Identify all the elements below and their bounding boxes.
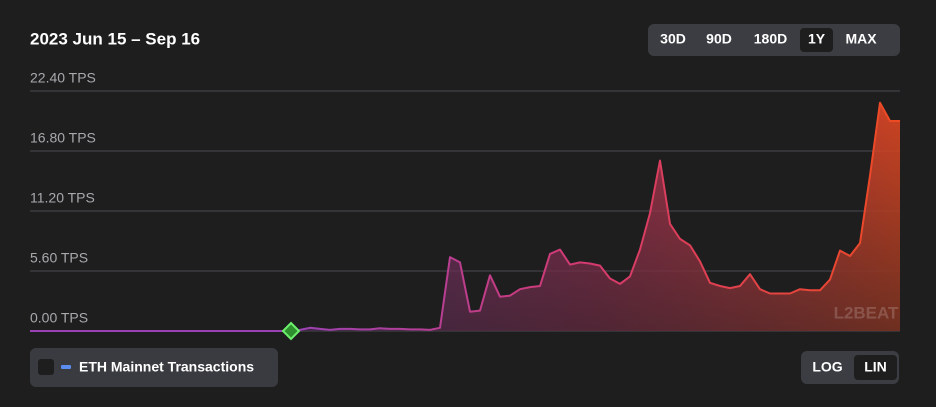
range-button[interactable]: 1Y [808, 31, 826, 47]
y-tick-label: 16.80 TPS [30, 130, 96, 146]
legend [30, 348, 278, 387]
scale-button[interactable]: LIN [864, 359, 887, 375]
range-button[interactable]: 180D [754, 31, 787, 47]
range-active-bg [800, 28, 833, 52]
range-button[interactable]: 90D [706, 31, 732, 47]
range-selector [648, 24, 900, 56]
watermark: L2BEAT [834, 303, 899, 322]
chart-title: 2023 Jun 15 – Sep 16 [30, 29, 200, 48]
y-tick-label: 5.60 TPS [30, 250, 88, 266]
scale-active-bg [854, 355, 897, 380]
legend-checkbox[interactable] [38, 359, 54, 375]
range-button[interactable]: 30D [660, 31, 686, 47]
y-tick-label: 11.20 TPS [30, 190, 95, 206]
scale-button[interactable]: LOG [812, 359, 842, 375]
range-button[interactable]: MAX [845, 31, 877, 47]
series-line [30, 101, 900, 332]
milestone-marker [281, 321, 301, 341]
y-tick-label: 22.40 TPS [30, 70, 96, 86]
legend-swatch [61, 365, 71, 369]
y-tick-label: 0.00 TPS [30, 310, 88, 326]
area-shade [30, 102, 900, 331]
legend-label: ETH Mainnet Transactions [79, 359, 254, 375]
